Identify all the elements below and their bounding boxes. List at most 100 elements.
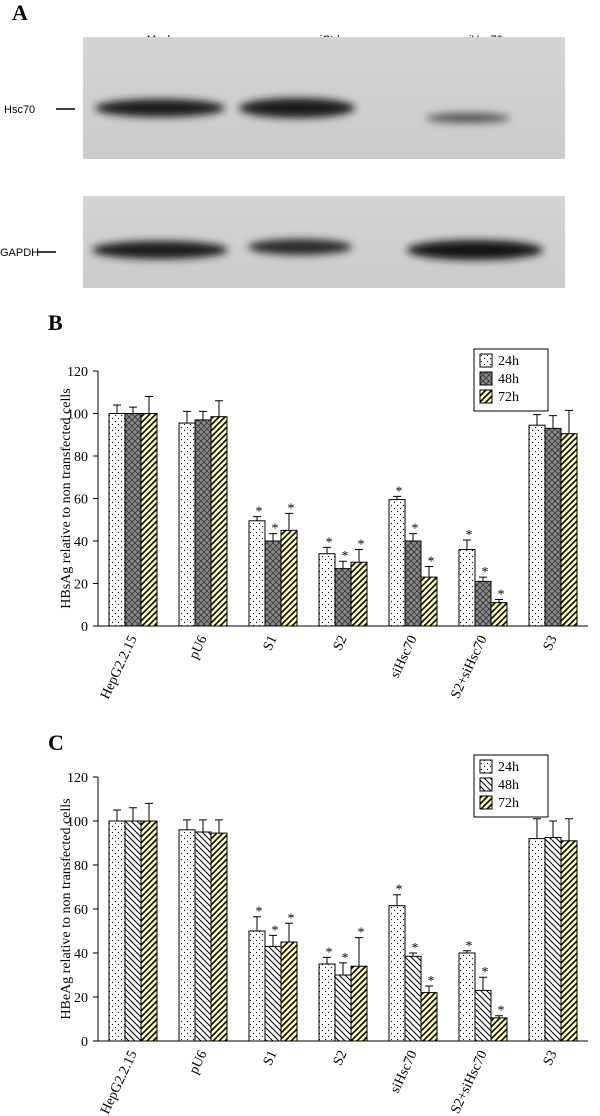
legend-label: 48h [498, 778, 519, 793]
bar [560, 840, 578, 1042]
error-bar [183, 819, 191, 830]
bar [458, 952, 476, 1042]
bar-chart: C HBeAg relative to non transfected cells… [48, 730, 588, 1116]
bar [458, 549, 476, 627]
error-bar [463, 539, 471, 550]
error-bar [215, 819, 223, 834]
error-bar [393, 894, 401, 906]
bar [334, 974, 352, 1042]
error-bar [355, 937, 363, 967]
bar [280, 941, 298, 1042]
error-bar [565, 818, 573, 841]
panel-label: B [48, 310, 63, 335]
bar [420, 992, 438, 1042]
x-tick-label: S2 [331, 633, 351, 653]
row-ticks [38, 108, 75, 253]
y-tick-label: 40 [74, 947, 88, 962]
y-tick-label: 60 [74, 903, 88, 918]
bar [350, 965, 368, 1042]
y-tick-label: 60 [74, 493, 88, 508]
error-bar [215, 400, 223, 417]
y-tick-label: 0 [81, 1035, 88, 1050]
legend-label: 72h [498, 390, 519, 405]
error-bar [393, 495, 401, 500]
error-bar [145, 396, 153, 414]
error-bar [269, 533, 277, 541]
significance-marker: * [358, 926, 365, 941]
bar [318, 963, 336, 1042]
error-bar [199, 819, 207, 832]
legend-label: 72h [498, 796, 519, 811]
x-tick-label: siHsc70 [388, 1048, 421, 1095]
bar [388, 905, 406, 1042]
significance-marker: * [342, 951, 349, 966]
x-tick-label: S1 [261, 633, 281, 653]
bar-chart: B HBsAg relative to non transfected cells… [48, 310, 588, 702]
bar [318, 553, 336, 627]
legend-swatch [479, 371, 493, 386]
y-tick-label: 80 [74, 450, 88, 465]
error-bar [253, 516, 261, 521]
bar [140, 413, 158, 627]
bar [124, 413, 142, 627]
panel-label: C [48, 730, 64, 755]
x-tick-label: siHsc70 [388, 633, 421, 680]
y-tick-label: 120 [67, 365, 88, 380]
x-tick-label: HepG2.2.15 [98, 1048, 141, 1116]
bar [248, 520, 266, 627]
bar [210, 416, 228, 627]
y-tick-label: 0 [81, 620, 88, 635]
bar [194, 831, 212, 1042]
significance-marker: * [412, 941, 419, 956]
error-bar [565, 409, 573, 434]
error-bar [495, 598, 503, 603]
error-bar [533, 818, 541, 839]
bar [194, 419, 212, 627]
bar [490, 602, 508, 627]
error-bar [113, 404, 121, 414]
bar [544, 427, 562, 627]
legend-label: 48h [498, 372, 519, 387]
error-bar [549, 820, 557, 838]
y-tick-label: 20 [74, 578, 88, 593]
significance-marker: * [256, 505, 263, 520]
bar [388, 499, 406, 627]
bar [108, 413, 126, 627]
significance-marker: * [428, 974, 435, 989]
error-bar [463, 950, 471, 953]
error-bar [129, 406, 137, 414]
error-bar [183, 410, 191, 424]
significance-marker: * [326, 535, 333, 550]
bar [210, 832, 228, 1042]
error-bar [129, 807, 137, 821]
x-tick-label: pU6 [187, 633, 211, 661]
x-tick-label: S1 [261, 1048, 281, 1068]
legend-label: 24h [498, 760, 519, 775]
bar [334, 568, 352, 627]
bar [528, 424, 546, 627]
significance-marker: * [466, 939, 473, 954]
x-tick-label: HepG2.2.15 [98, 633, 141, 701]
significance-marker: * [396, 883, 403, 898]
error-bar [323, 956, 331, 964]
bar [544, 837, 562, 1042]
error-bar [409, 533, 417, 541]
significance-marker: * [342, 549, 349, 564]
significance-marker: * [272, 923, 279, 938]
legend-swatch [479, 759, 493, 774]
bar [178, 829, 196, 1042]
bar [350, 561, 368, 627]
blot-panel: A Mock siCtrl siHsc70 Hsc70 GAPDH [0, 0, 565, 288]
x-tick-label: S3 [541, 1048, 561, 1068]
bar [404, 955, 422, 1042]
significance-marker: * [256, 905, 263, 920]
error-bar [479, 576, 487, 582]
bar [280, 529, 298, 627]
error-bar [355, 549, 363, 563]
bar [140, 820, 158, 1042]
error-bar [145, 802, 153, 821]
bar [474, 580, 492, 627]
bar [404, 540, 422, 627]
row-label: GAPDH [0, 247, 39, 259]
